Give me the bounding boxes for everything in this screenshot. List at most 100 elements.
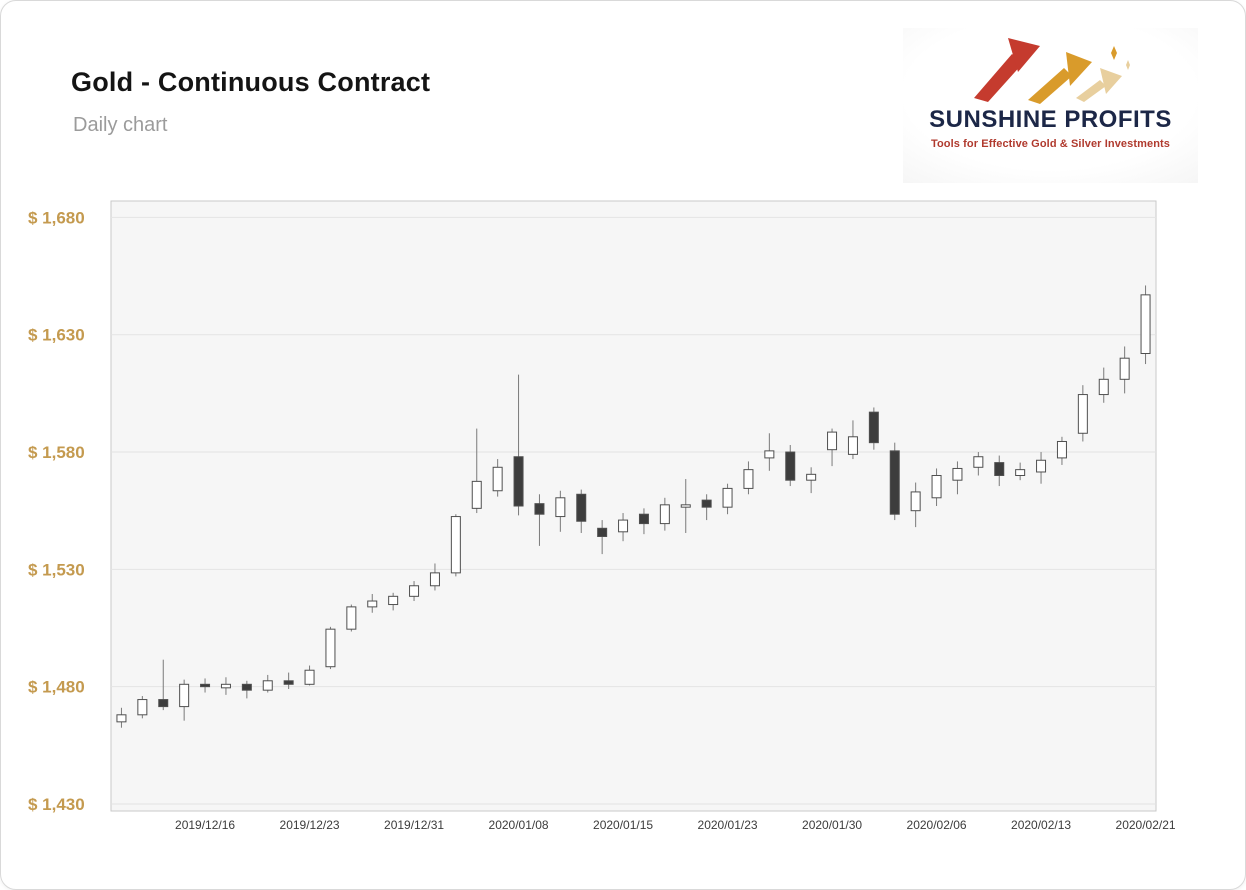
candle-body-bull [827, 431, 838, 451]
candle-body-bull [743, 469, 754, 489]
candle [158, 659, 169, 711]
candle-body-bull [618, 519, 629, 533]
candle [868, 407, 879, 450]
candle [241, 680, 252, 699]
candle [638, 508, 649, 535]
candle-body-bear [534, 503, 545, 515]
candle-body-bear [994, 462, 1005, 477]
candle [200, 678, 211, 693]
candle-body-bear [200, 683, 211, 688]
candle-body-bull [1056, 440, 1067, 459]
candle-body-bull [262, 680, 273, 691]
candle [743, 461, 754, 495]
candle-body-bear [513, 456, 524, 507]
candle-body-bull [325, 628, 336, 668]
chart-subtitle: Daily chart [73, 114, 168, 136]
candle [325, 626, 336, 670]
candle [304, 665, 315, 686]
candle [1056, 436, 1067, 465]
candle [116, 707, 127, 728]
candle-body-bull [806, 473, 817, 481]
candle [931, 468, 942, 506]
y-axis-label: $ 1,580 [28, 443, 85, 462]
candle [1015, 462, 1026, 481]
candle [847, 420, 858, 460]
candle-body-bull [429, 572, 440, 587]
chart-wrap: $ 1,680 $ 1,630 $ 1,580 $ 1,530 $ 1,480 $ 1,4… [1, 193, 1245, 861]
x-axis-label: 2020/01/08 [489, 818, 549, 832]
sunshine-profits-logo: SUNSHINE PROFITS Tools for Effective Gol… [903, 28, 1198, 183]
candle-body-bear [785, 451, 796, 481]
candle-body-bull [764, 450, 775, 459]
candle-body-bull [847, 436, 858, 455]
candle [283, 672, 294, 689]
y-axis-label: $ 1,480 [28, 678, 85, 697]
candle [1077, 385, 1088, 442]
candle [137, 696, 148, 719]
candle [179, 679, 190, 721]
candle-body-bull [346, 606, 357, 630]
candle [492, 459, 503, 497]
candle-body-bull [1140, 294, 1151, 354]
x-axis-label: 2020/02/21 [1116, 818, 1176, 832]
logo-arrows-icon [973, 38, 1130, 104]
x-axis-label: 2019/12/23 [280, 818, 340, 832]
candle [785, 445, 796, 487]
candle-body-bull [1077, 394, 1088, 434]
candle [471, 428, 482, 514]
candle-body-bull [931, 475, 942, 499]
candle [576, 489, 587, 533]
candle [409, 581, 420, 602]
candle-body-bull [409, 585, 420, 597]
candle-body-bull [680, 504, 691, 508]
candle [701, 494, 712, 521]
candle-body-bull [555, 497, 566, 518]
candle [994, 455, 1005, 487]
candle-body-bull [1098, 378, 1109, 396]
candle [346, 604, 357, 632]
candle [1036, 452, 1047, 484]
candle-body-bear [868, 411, 879, 444]
candle [806, 467, 817, 494]
candle-body-bull [137, 699, 148, 716]
candle [764, 433, 775, 471]
candle [513, 374, 524, 516]
candle-body-bear [701, 499, 712, 508]
candle-body-bull [179, 683, 190, 708]
candle-body-bull [304, 669, 315, 685]
candle-body-bull [952, 467, 963, 481]
candle [952, 461, 963, 495]
candle [1140, 285, 1151, 365]
x-axis-label: 2020/01/30 [802, 818, 862, 832]
logo-tagline: Tools for Effective Gold & Silver Invest… [930, 138, 1171, 150]
chart-title: Gold - Continuous Contract [71, 67, 431, 97]
y-axis-label: $ 1,630 [28, 326, 85, 345]
candle [220, 677, 231, 695]
candle-body-bull [367, 600, 378, 608]
candle [659, 497, 670, 531]
candle-body-bear [889, 450, 900, 515]
candle-body-bear [576, 493, 587, 522]
candle-body-bull [220, 683, 231, 689]
candle-body-bear [638, 513, 649, 525]
x-axis-label: 2020/01/15 [593, 818, 653, 832]
plot-area [110, 200, 1157, 812]
candle [618, 513, 629, 542]
candle-body-bear [283, 680, 294, 685]
x-axis-label: 2019/12/16 [175, 818, 235, 832]
x-axis-label: 2020/02/13 [1011, 818, 1071, 832]
candle [1119, 346, 1130, 394]
candle-body-bear [158, 699, 169, 708]
candle-body-bull [659, 504, 670, 525]
candle-body-bear [597, 527, 608, 537]
candle [597, 520, 608, 555]
candle [555, 490, 566, 532]
candle-body-bull [1015, 469, 1026, 476]
candle [1098, 367, 1109, 403]
candle-body-bull [388, 595, 399, 606]
candle [889, 442, 900, 521]
candle [973, 452, 984, 476]
candle-body-bull [1036, 459, 1047, 473]
candle [910, 482, 921, 528]
price-chart: $ 1,680 $ 1,630 $ 1,580 $ 1,530 $ 1,480 $ 1,4… [28, 200, 1176, 832]
